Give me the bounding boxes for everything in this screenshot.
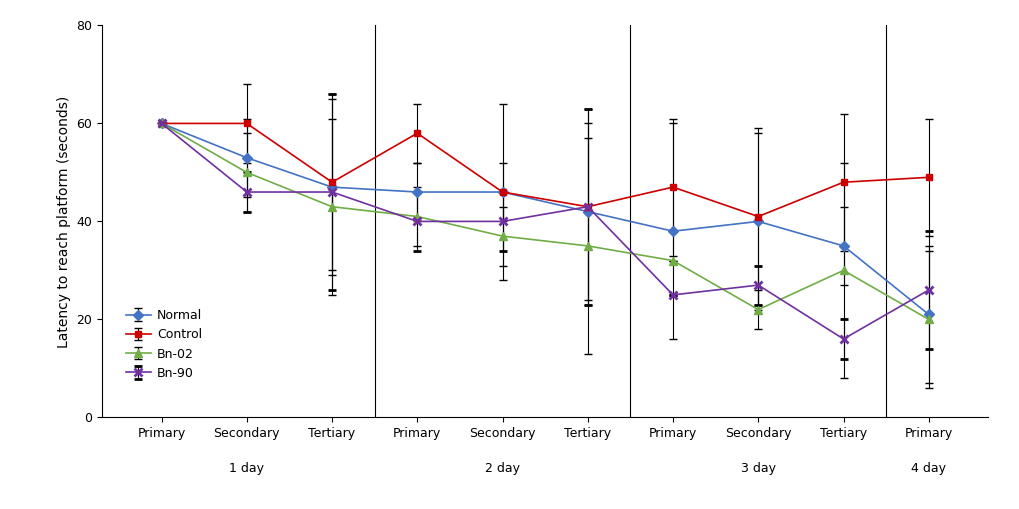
Text: 1 day: 1 day (229, 462, 264, 475)
Text: 2 day: 2 day (485, 462, 520, 475)
Text: 3 day: 3 day (741, 462, 775, 475)
Y-axis label: Latency to reach platform (seconds): Latency to reach platform (seconds) (57, 95, 70, 348)
Text: 4 day: 4 day (911, 462, 947, 475)
Legend: Normal, Control, Bn-02, Bn-90: Normal, Control, Bn-02, Bn-90 (126, 309, 203, 380)
